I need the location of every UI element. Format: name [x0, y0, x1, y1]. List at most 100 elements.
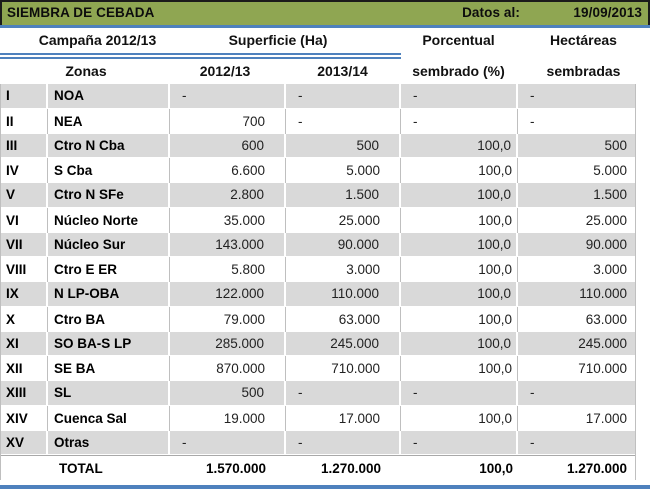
- cell-s2013: 110.000: [286, 282, 401, 306]
- report-date: 19/09/2013: [573, 5, 642, 20]
- bottom-divider: [0, 485, 650, 489]
- cell-s2012: 600: [170, 133, 286, 158]
- cell-ha: 500: [604, 137, 627, 153]
- header-year-2013-14: 2013/14: [317, 63, 368, 79]
- total-cell-s2013: 1.270.000: [320, 460, 381, 476]
- cell-s2012: 143.000: [170, 232, 286, 257]
- cell-ha: -: [530, 113, 535, 129]
- table-row: XI SO BA-S LP 285.000 245.000 100,0 245.000: [1, 331, 635, 357]
- cell-num: IV: [1, 158, 48, 183]
- cell-ha: 90.000: [585, 236, 627, 252]
- cell-ha: 5.000: [593, 163, 627, 179]
- cell-s2012: 500: [170, 381, 286, 405]
- cell-zone: NOA: [48, 84, 170, 108]
- cell-num: XV: [1, 430, 48, 455]
- cell-zone: NEA: [48, 108, 170, 134]
- zone-rows: I NOA - - - - II NEA 700- - - III Ctro N Cba 600 500 10…: [1, 84, 635, 456]
- cell-pct: -: [401, 430, 518, 455]
- cell-ha: 25.000: [585, 212, 627, 228]
- cell-ha: 710.000: [578, 361, 627, 377]
- total-cell-s2012: 1.570.000: [205, 460, 266, 476]
- total-row: TOTAL 1.570.000 1.270.000 100,0 1.270.00…: [1, 455, 635, 480]
- cell-num: VII: [1, 232, 48, 257]
- cell-num: VI: [1, 207, 48, 233]
- cell-ha: -: [530, 385, 535, 401]
- header-campana: Campaña 2012/13: [38, 32, 157, 48]
- header-zonas: Zonas: [65, 63, 107, 79]
- cell-pct: 100,0: [401, 207, 518, 233]
- cell-ha: 245.000: [578, 335, 627, 351]
- title-bar: SIEMBRA DE CEBADA Datos al: 19/09/2013: [0, 0, 650, 25]
- cell-num: X: [1, 306, 48, 332]
- cell-ha: 3.000: [593, 262, 627, 278]
- cell-s2012: 79.000: [170, 306, 286, 332]
- header-hectareas-line2: sembradas: [546, 63, 621, 79]
- cell-s2012: 285.000: [170, 331, 286, 356]
- cell-zone: Ctro BA: [48, 306, 170, 332]
- cell-s2013: 245.000: [286, 331, 401, 356]
- cell-num: XIV: [1, 405, 48, 431]
- cell-s2012: 122.000: [170, 282, 286, 306]
- cell-zone: Ctro N SFe: [48, 183, 170, 207]
- header-porcentual-line1: Porcentual: [422, 32, 495, 48]
- cell-s2012: 19.000: [170, 405, 286, 431]
- total-label: TOTAL: [59, 460, 103, 476]
- cell-ha: 1.500: [593, 187, 627, 203]
- cell-pct: 100,0: [401, 331, 518, 356]
- cell-zone: S Cba: [48, 158, 170, 183]
- cell-s2013: -: [286, 84, 401, 108]
- cell-zone: SL: [48, 381, 170, 405]
- cell-zone: N LP-OBA: [48, 282, 170, 306]
- table-row: I NOA - - - -: [1, 84, 635, 109]
- cell-pct: 100,0: [401, 232, 518, 257]
- table-row: III Ctro N Cba 600 500 100,0 500: [1, 133, 635, 159]
- cell-s2012: 35.000: [170, 207, 286, 233]
- cell-pct: -: [401, 108, 518, 134]
- table-row: XV Otras - - - -: [1, 430, 635, 456]
- cell-s2012: -: [170, 430, 286, 455]
- cell-s2013: 63.000: [286, 306, 401, 332]
- cell-num: V: [1, 183, 48, 207]
- table-row: IX N LP-OBA 122.000 110.000 100,0 110.000: [1, 282, 635, 307]
- datos-al-label: Datos al:: [462, 5, 520, 20]
- table-row: XIV Cuenca Sal 19.000 17.000 100,0 17.000: [1, 405, 635, 431]
- cell-pct: 100,0: [401, 282, 518, 306]
- header-hectareas-line1: Hectáreas: [550, 32, 617, 48]
- cell-num: XIII: [1, 381, 48, 405]
- cell-num: III: [1, 133, 48, 158]
- cell-num: I: [1, 84, 48, 108]
- cell-s2013: 1.500: [286, 183, 401, 207]
- cell-s2013: 5.000: [286, 158, 401, 183]
- cell-s2012: 700: [170, 108, 286, 134]
- double-rule-divider: [0, 53, 401, 59]
- cell-num: IX: [1, 282, 48, 306]
- table-row: IV S Cba 6.600 5.000 100,0 5.000: [1, 158, 635, 183]
- table-row: II NEA 700- - -: [1, 108, 635, 134]
- cell-zone: Ctro E ER: [48, 257, 170, 282]
- top-divider: [0, 25, 650, 28]
- table-row: V Ctro N SFe 2.800 1.500 100,0 1.500: [1, 183, 635, 208]
- cell-s2013: 500: [286, 133, 401, 158]
- cell-pct: 100,0: [401, 405, 518, 431]
- header-year-2012-13: 2012/13: [199, 63, 251, 79]
- cell-zone: Ctro N Cba: [48, 133, 170, 158]
- table-row: XIII SL 500- - -: [1, 381, 635, 406]
- table-row: X Ctro BA 79.000 63.000 100,0 63.000: [1, 306, 635, 332]
- cell-zone: SO BA-S LP: [48, 331, 170, 356]
- page-title: SIEMBRA DE CEBADA: [7, 5, 155, 20]
- cell-ha: 17.000: [585, 410, 627, 426]
- cell-ha: 110.000: [579, 286, 627, 302]
- cell-s2012: -: [170, 84, 286, 108]
- header-porcentual-line2: sembrado (%): [412, 63, 505, 79]
- total-cell-num: [1, 456, 48, 480]
- header-superficie: Superficie (Ha): [228, 32, 328, 48]
- cell-num: XI: [1, 331, 48, 356]
- cell-s2012: 2.800: [170, 183, 286, 207]
- cell-s2013: -: [286, 381, 401, 405]
- cell-pct: -: [401, 381, 518, 405]
- total-cell-pct: 100,0: [479, 460, 513, 476]
- cell-num: II: [1, 108, 48, 134]
- cell-pct: -: [401, 84, 518, 108]
- cell-s2013: 17.000: [286, 405, 401, 431]
